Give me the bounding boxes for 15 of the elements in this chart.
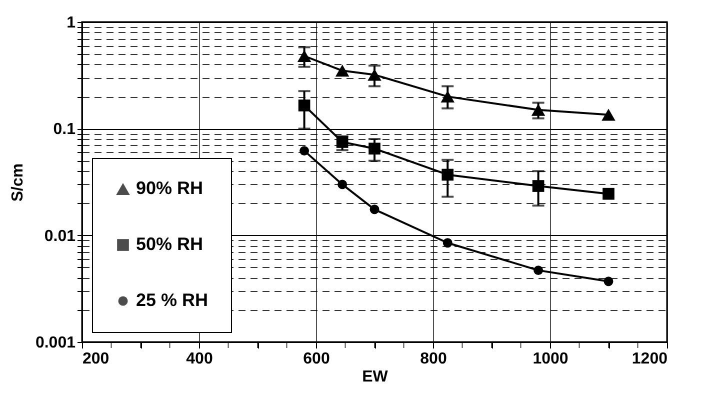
legend-label: 90% RH bbox=[136, 178, 204, 198]
y-tick-label: 0.1 bbox=[53, 121, 76, 138]
x-tick-label: 800 bbox=[420, 350, 447, 368]
y-axis-title: S/cm bbox=[9, 163, 26, 202]
legend-label: 25 % RH bbox=[136, 290, 208, 310]
y-tick-label: 0.001 bbox=[35, 334, 76, 352]
x-tick-label: 400 bbox=[186, 350, 213, 368]
x-tick-label: 200 bbox=[82, 350, 110, 368]
y-tick-label: 1 bbox=[66, 14, 76, 32]
x-axis-title: EW bbox=[362, 368, 389, 386]
x-tick-label: 1200 bbox=[632, 350, 668, 368]
y-tick-label: 0.01 bbox=[44, 228, 76, 245]
x-tick-label: 600 bbox=[303, 350, 330, 368]
legend-label: 50% RH bbox=[136, 234, 204, 254]
x-tick-label: 1000 bbox=[532, 350, 568, 368]
